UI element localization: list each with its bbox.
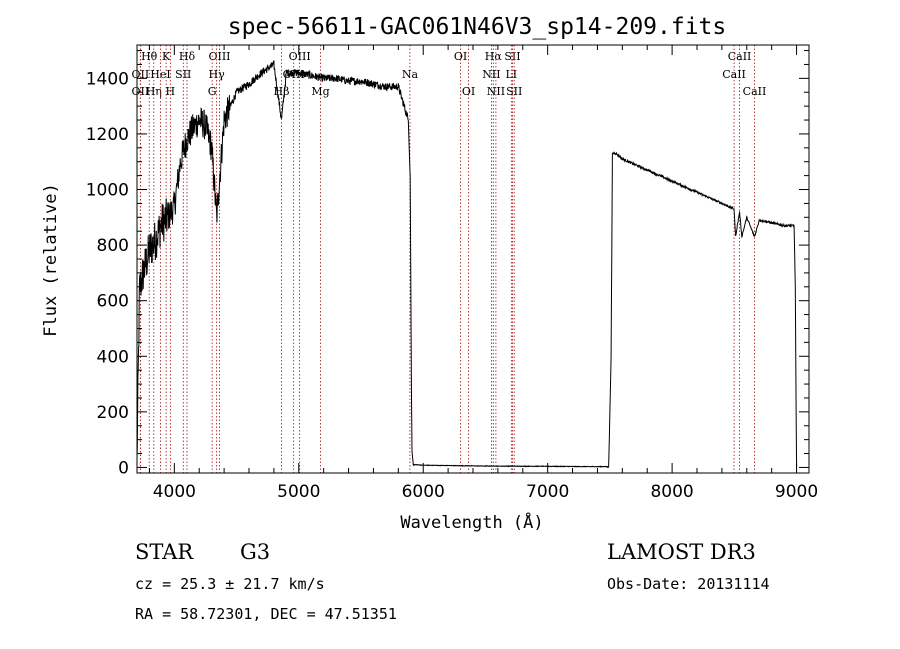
line-label-sii: SII: [504, 50, 520, 63]
survey-name: LAMOST DR3: [607, 540, 756, 564]
line-label-li: LI: [506, 68, 518, 81]
x-tick-label: 5000: [277, 482, 320, 502]
y-axis-ticks: 0 200 400 600 800 1000 1200 1400: [86, 50, 809, 478]
line-label-caii: CaII: [728, 50, 752, 63]
y-tick-label: 200: [97, 403, 129, 423]
redshift-text: cz = 25.3 ± 21.7 km/s: [135, 575, 325, 593]
line-label-hα: Hα: [485, 50, 503, 63]
y-tick-label: 1400: [86, 69, 129, 89]
object-subclass: G3: [240, 540, 270, 564]
spectrum-line: [136, 59, 798, 469]
line-label-na: Na: [402, 68, 419, 81]
x-tick-label: 4000: [153, 482, 196, 502]
line-label-mg: Mg: [311, 85, 329, 98]
line-label-hθ: Hθ: [141, 50, 158, 63]
y-tick-label: 600: [97, 292, 129, 312]
y-axis-label: Flux (relative): [41, 183, 61, 337]
y-tick-label: 0: [118, 458, 129, 478]
y-tick-label: 400: [97, 347, 129, 367]
x-tick-label: 8000: [650, 482, 693, 502]
line-label-oi: OI: [462, 85, 475, 98]
line-label-oii: OII: [132, 85, 150, 98]
line-label-sii: SII: [506, 85, 522, 98]
line-label-hγ: Hγ: [209, 68, 226, 81]
obs-date: Obs-Date: 20131114: [607, 575, 770, 593]
line-label-h: H: [166, 85, 176, 98]
x-tick-label: 7000: [526, 482, 569, 502]
line-label-k: K: [162, 50, 171, 63]
ra-dec-text: RA = 58.72301, DEC = 47.51351: [135, 605, 397, 623]
spectrum-layer: [136, 59, 798, 469]
line-label-caii: CaII: [722, 68, 746, 81]
x-axis-ticks: 4000 5000 6000 7000 8000 9000: [148, 45, 818, 502]
y-tick-label: 1000: [86, 181, 129, 201]
x-tick-label: 6000: [402, 482, 445, 502]
plot-frame: [136, 44, 810, 474]
line-label-nii: NII: [487, 85, 505, 98]
line-label-oiii: OIII: [289, 50, 311, 63]
line-label-hβ: Hβ: [274, 85, 290, 98]
line-label-hei: HeI: [150, 68, 170, 81]
line-label-oi: OI: [454, 50, 467, 63]
line-label-hδ: Hδ: [179, 50, 196, 63]
y-tick-label: 1200: [86, 125, 129, 145]
line-label-hη: Hη: [146, 85, 162, 98]
y-tick-label: 800: [97, 236, 129, 256]
line-label-g: G: [208, 85, 217, 98]
chart-title: spec-56611-GAC061N46V3_sp14-209.fits: [228, 14, 727, 40]
object-type: STAR: [135, 540, 194, 564]
x-tick-label: 9000: [775, 482, 818, 502]
line-label-nii: NII: [482, 68, 500, 81]
line-label-sii: SII: [175, 68, 191, 81]
line-label-caii: CaII: [743, 85, 767, 98]
line-label-oiii: OIII: [208, 50, 230, 63]
x-axis-label: Wavelength (Å): [400, 511, 543, 533]
